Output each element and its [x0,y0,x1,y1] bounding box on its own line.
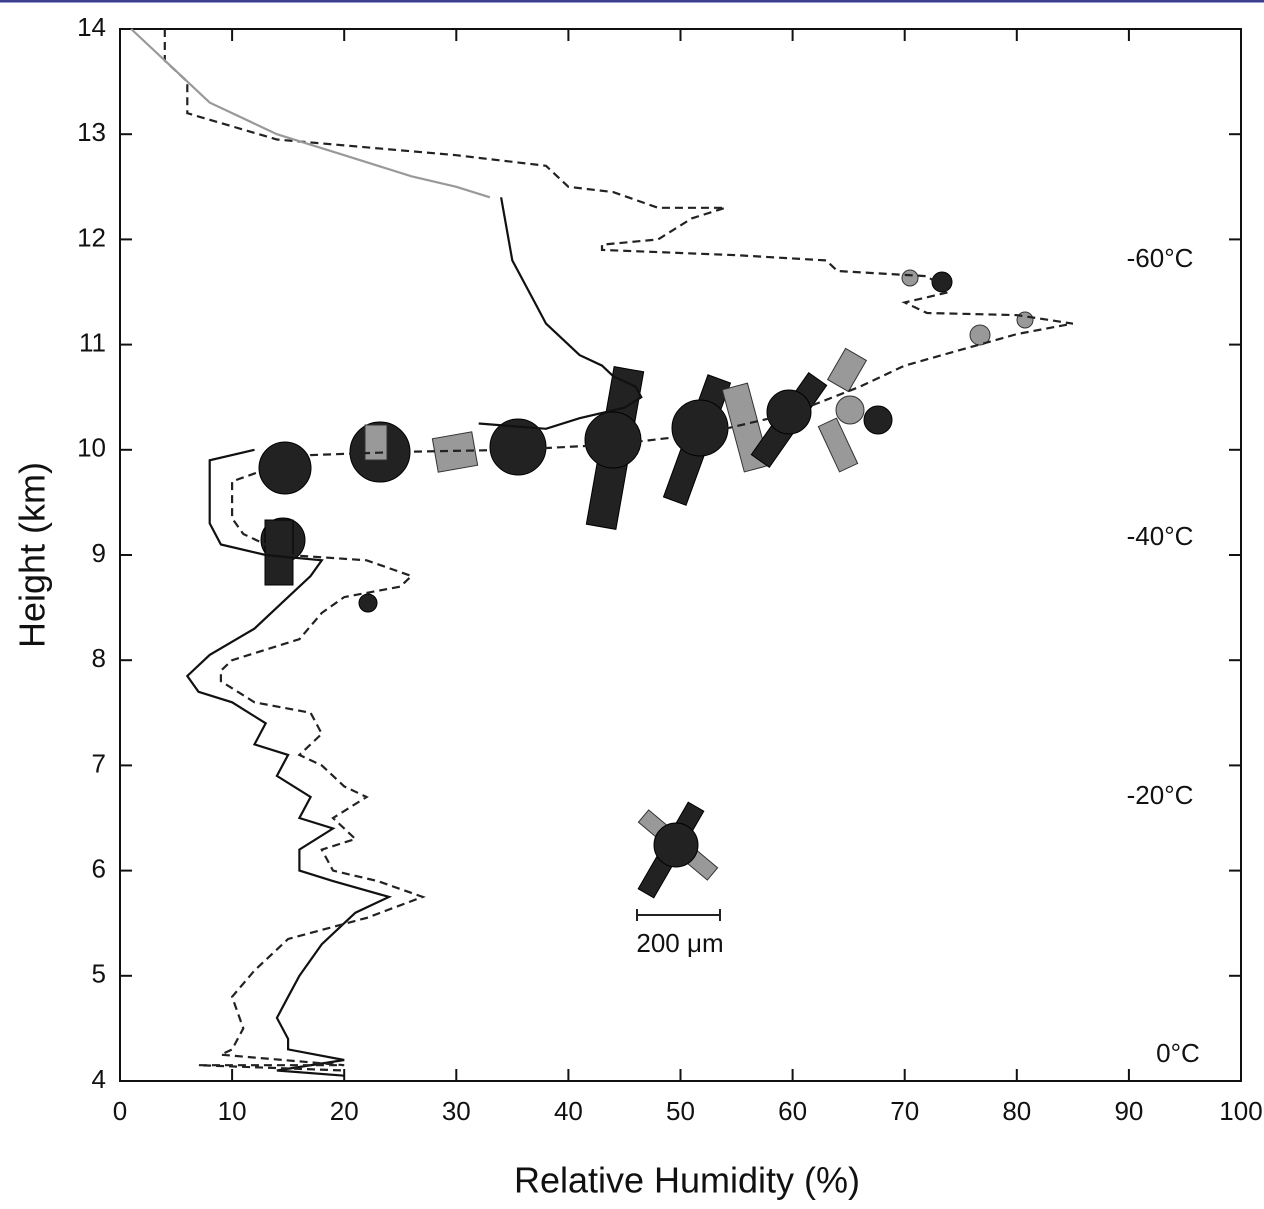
annotation: -60°C [1127,243,1194,273]
x-tick-label: 20 [330,1096,359,1126]
profile-line [130,28,491,199]
x-tick-label: 10 [218,1096,247,1126]
x-tick-label: 60 [778,1096,807,1126]
x-tick-label: 0 [113,1096,127,1126]
y-tick-label: 7 [92,748,106,778]
y-tick-label: 8 [92,643,106,673]
y-tick-label: 5 [92,959,106,989]
annotation: -20°C [1127,780,1194,810]
annotation: 200 μm [636,928,723,958]
y-tick-label: 9 [92,538,106,568]
x-tick-label: 90 [1114,1096,1143,1126]
x-tick-label: 100 [1219,1096,1262,1126]
y-tick-label: 12 [77,222,106,252]
y-tick-label: 11 [79,327,106,357]
y-tick-label: 6 [92,853,106,883]
y-tick-label: 14 [77,12,106,42]
annotation: -40°C [1127,521,1194,551]
x-axis-title: Relative Humidity (%) [514,1160,860,1201]
x-tick-label: 40 [554,1096,583,1126]
y-axis-title: Height (km) [12,462,53,648]
x-tick-label: 30 [442,1096,471,1126]
y-tick-label: 13 [77,117,106,147]
y-tick-label: 10 [77,433,106,463]
profile-line [478,197,643,430]
profile-line [185,448,393,1077]
x-tick-label: 70 [890,1096,919,1126]
ice-crystals [258,269,1034,899]
profile-line [163,29,1074,1072]
x-tick-label: 50 [666,1096,695,1126]
y-tick-label: 4 [92,1064,106,1094]
annotation: 0°C [1156,1038,1200,1068]
x-tick-label: 80 [1002,1096,1031,1126]
